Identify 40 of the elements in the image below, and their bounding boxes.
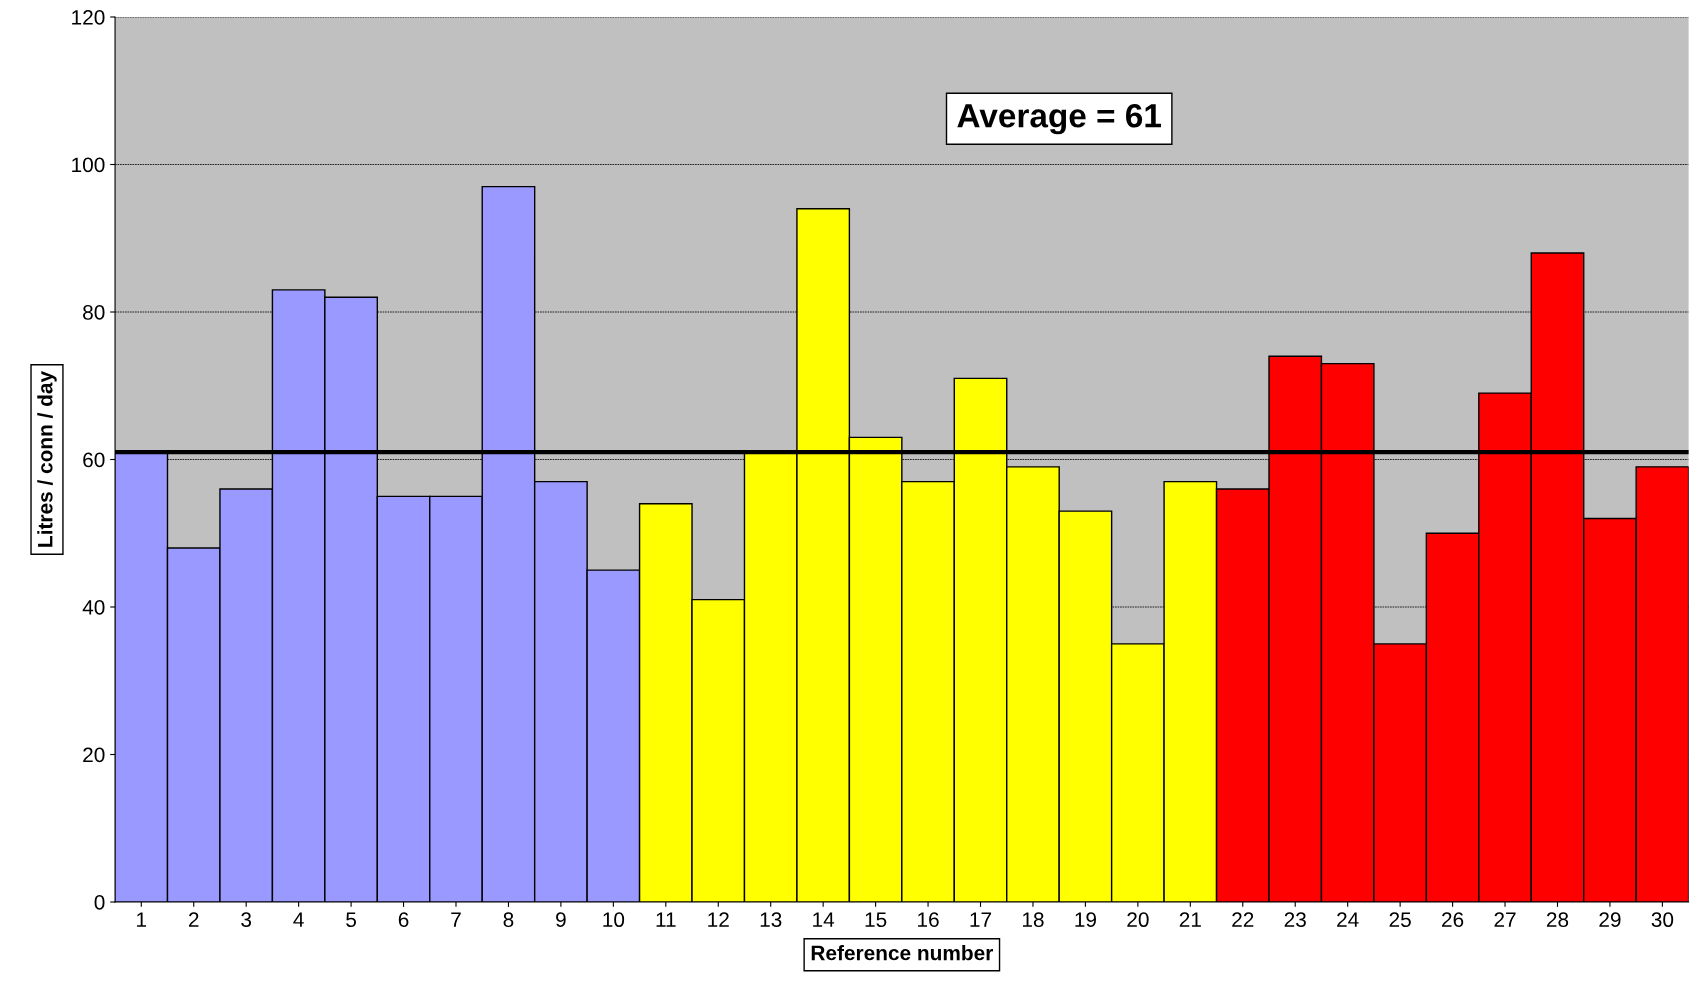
x-tick-label: 21 <box>1179 912 1201 927</box>
x-tick-label: 14 <box>813 912 835 927</box>
x-tick-label: 10 <box>603 912 625 928</box>
x-tick-label: 22 <box>1232 912 1254 927</box>
x-tick-label: 9 <box>556 912 566 928</box>
x-tick-label: 8 <box>503 912 514 928</box>
y-axis-title: Litres / conn / day <box>37 371 57 547</box>
x-tick-label: 2 <box>188 912 199 927</box>
x-tick-label: 30 <box>1651 912 1674 928</box>
y-tick-label: 120 <box>72 10 105 25</box>
x-tick-label: 1 <box>137 912 147 927</box>
x-tick-label: 6 <box>398 912 409 928</box>
x-tick-label: 15 <box>865 912 887 928</box>
x-tick-label: 5 <box>346 912 357 928</box>
x-tick-label: 7 <box>451 912 461 927</box>
y-tick-label: 40 <box>82 600 105 615</box>
x-tick-label: 23 <box>1284 912 1306 928</box>
y-tick-label: 80 <box>83 305 105 320</box>
x-tick-label: 11 <box>656 912 676 927</box>
x-tick-label: 4 <box>293 912 304 927</box>
y-tick-label: 60 <box>83 452 105 468</box>
x-tick-label: 12 <box>708 912 729 927</box>
x-tick-label: 16 <box>918 912 939 928</box>
x-tick-label: 3 <box>241 912 252 928</box>
y-tick-label: 100 <box>72 157 105 173</box>
x-tick-label: 25 <box>1389 912 1411 928</box>
x-tick-label: 28 <box>1546 912 1569 928</box>
y-tick-label: 20 <box>83 747 105 763</box>
x-tick-label: 13 <box>760 912 782 928</box>
x-tick-label: 24 <box>1337 912 1359 927</box>
x-tick-label: 27 <box>1494 912 1516 927</box>
x-tick-label: 18 <box>1022 912 1044 928</box>
ref-line-label: Average = 61 <box>957 103 1161 135</box>
x-axis-title: Reference number <box>811 945 993 961</box>
x-tick-label: 26 <box>1442 912 1464 928</box>
x-tick-label: 17 <box>970 912 992 927</box>
x-tick-label: 20 <box>1127 912 1149 928</box>
x-tick-label: 19 <box>1075 912 1097 928</box>
x-tick-label: 29 <box>1599 912 1621 928</box>
y-tick-label: 0 <box>94 895 105 910</box>
